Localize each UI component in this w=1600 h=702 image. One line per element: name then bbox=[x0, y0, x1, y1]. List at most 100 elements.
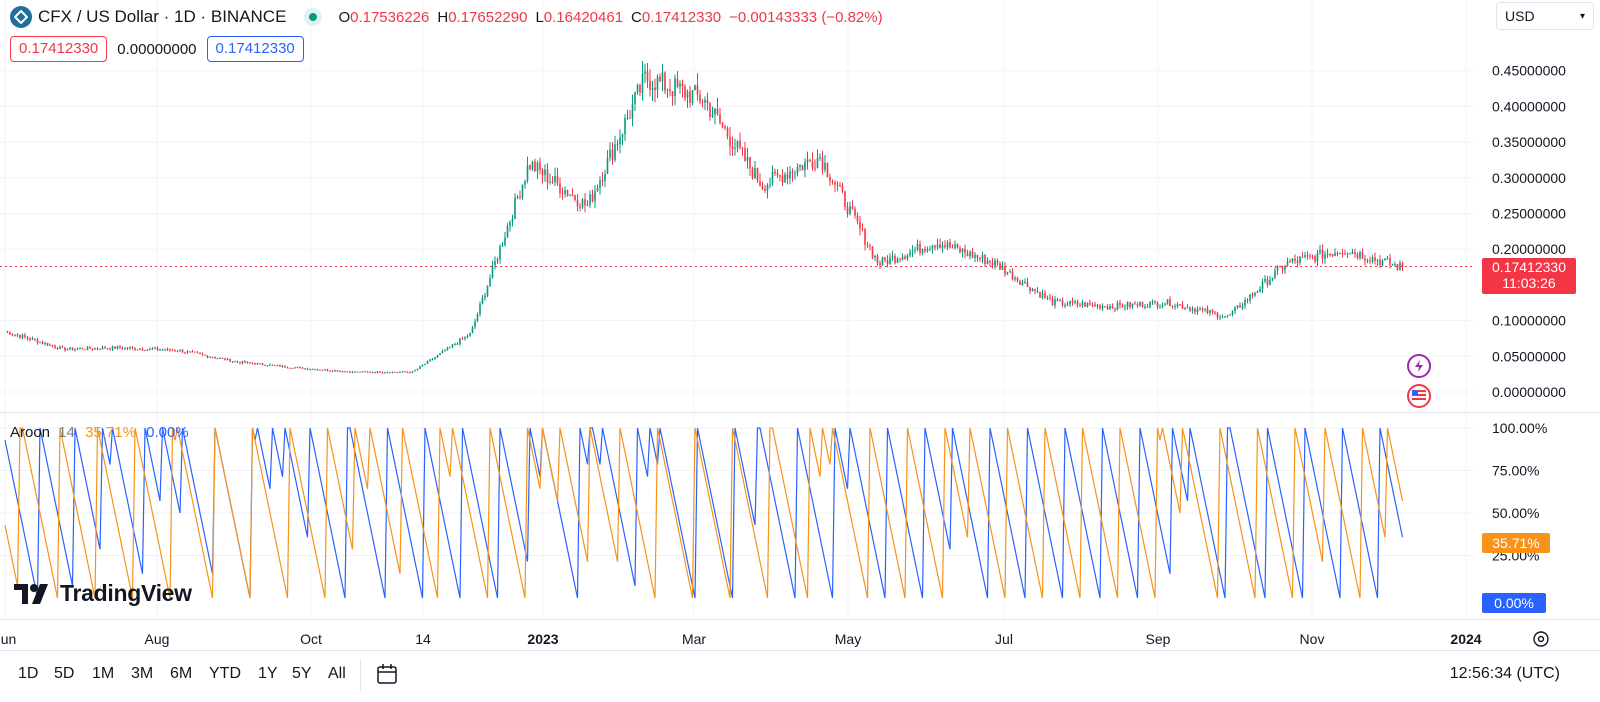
candle-body bbox=[1214, 312, 1216, 314]
candle-body bbox=[591, 194, 594, 202]
candle-body bbox=[776, 173, 779, 176]
candle-body bbox=[1039, 291, 1041, 298]
candle-body bbox=[1181, 304, 1184, 309]
candle-body bbox=[31, 338, 34, 340]
candle-body bbox=[274, 364, 276, 366]
buy-price-box[interactable]: 0.17412330 bbox=[206, 36, 304, 62]
candle-body bbox=[9, 331, 11, 335]
price-tick-label: 0.30000000 bbox=[1492, 170, 1566, 186]
price-tick-label: 0.10000000 bbox=[1492, 313, 1566, 329]
tradingview-logo[interactable]: TradingView bbox=[14, 580, 192, 607]
timeframe-5d[interactable]: 5D bbox=[54, 665, 75, 682]
candle-body bbox=[626, 117, 629, 119]
candle-body bbox=[1059, 300, 1061, 302]
utc-clock[interactable]: 12:56:34 (UTC) bbox=[1449, 665, 1560, 682]
timeframe-1y[interactable]: 1Y bbox=[258, 665, 278, 682]
candle-body bbox=[266, 365, 269, 367]
close-key: C bbox=[631, 8, 642, 26]
candle-body bbox=[396, 372, 399, 374]
candle-body bbox=[391, 371, 394, 373]
candle-body bbox=[1111, 306, 1114, 309]
candle-body bbox=[801, 165, 804, 171]
tradingview-logo-text: TradingView bbox=[60, 580, 192, 606]
candle-body bbox=[1264, 278, 1266, 282]
candle-body bbox=[641, 73, 644, 93]
candle-body bbox=[321, 369, 324, 371]
candle-body bbox=[26, 337, 29, 339]
candle-body bbox=[774, 171, 776, 174]
timeframe-5y[interactable]: 5Y bbox=[292, 665, 312, 682]
candle-body bbox=[81, 348, 84, 350]
candle-body bbox=[894, 256, 896, 263]
candle-body bbox=[1046, 297, 1049, 299]
candle-body bbox=[736, 140, 739, 148]
market-status-icon[interactable] bbox=[304, 8, 323, 26]
candle-body bbox=[1139, 302, 1141, 306]
timeframe-ytd[interactable]: YTD bbox=[209, 665, 241, 682]
candle-body bbox=[219, 357, 221, 359]
current-price-label: 0.17412330 bbox=[1492, 259, 1566, 275]
candle-body bbox=[1379, 259, 1381, 266]
candle-body bbox=[1051, 298, 1054, 306]
candle-body bbox=[694, 85, 696, 91]
chart-canvas[interactable]: 0.45000000 0.40000000 0.35000000 0.30000000… bbox=[0, 0, 1600, 650]
candle-body bbox=[956, 244, 959, 248]
candle-body bbox=[1094, 304, 1096, 307]
symbol-title[interactable]: CFX / US Dollar · 1D · BINANCE bbox=[38, 7, 287, 26]
candle-body bbox=[1356, 254, 1359, 258]
timeframe-3m[interactable]: 3M bbox=[131, 665, 154, 682]
candle-body bbox=[711, 114, 714, 117]
candle-body bbox=[1044, 293, 1046, 298]
candle-body bbox=[766, 184, 769, 191]
timeframe-1m[interactable]: 1M bbox=[92, 665, 115, 682]
candle-body bbox=[961, 248, 964, 253]
candle-body bbox=[366, 371, 369, 373]
candle-body bbox=[496, 259, 499, 262]
date-range-icon[interactable] bbox=[375, 662, 399, 691]
sell-price-box[interactable]: 0.17412330 bbox=[10, 36, 108, 62]
candle-body bbox=[326, 369, 329, 371]
candle-body bbox=[1301, 256, 1304, 258]
candle-body bbox=[1251, 294, 1254, 296]
candle-body bbox=[1341, 253, 1344, 255]
candle-body bbox=[1026, 281, 1029, 288]
us-flag-event-icon[interactable] bbox=[1407, 384, 1431, 408]
candle-body bbox=[759, 181, 761, 187]
time-axis: Jun Aug Oct 14 2023 Mar May Jul Sep Nov 2024 bbox=[0, 631, 1482, 647]
candle-body bbox=[1146, 306, 1149, 308]
candle-body bbox=[411, 371, 414, 373]
candle-body bbox=[94, 348, 96, 350]
candle-body bbox=[489, 277, 491, 286]
candle-body bbox=[831, 181, 834, 183]
candle-body bbox=[794, 173, 796, 175]
candle-body bbox=[376, 371, 379, 373]
timeframe-all[interactable]: All bbox=[328, 665, 346, 682]
candle-body bbox=[146, 349, 149, 351]
candle-body bbox=[686, 91, 689, 98]
candle-body bbox=[381, 372, 384, 374]
aroon-legend[interactable]: Aroon 14 35.71% 0.00% bbox=[10, 424, 189, 441]
settings-gear-icon[interactable] bbox=[1533, 631, 1549, 647]
candle-body bbox=[459, 338, 461, 344]
candle-body bbox=[11, 334, 14, 336]
candle-body bbox=[676, 78, 679, 87]
candle-body bbox=[211, 357, 214, 359]
candle-body bbox=[876, 255, 879, 264]
candle-body bbox=[334, 370, 336, 372]
candle-body bbox=[1296, 260, 1299, 263]
candle-body bbox=[799, 165, 801, 168]
timeframe-6m[interactable]: 6M bbox=[170, 665, 193, 682]
currency-select[interactable]: USD ▾ bbox=[1496, 2, 1594, 30]
candle-body bbox=[1221, 316, 1224, 318]
candle-body bbox=[1134, 303, 1136, 305]
candle-body bbox=[59, 346, 61, 350]
candle-body bbox=[226, 358, 229, 361]
candle-body bbox=[804, 162, 806, 171]
lightning-event-icon[interactable] bbox=[1407, 354, 1431, 378]
candle-body bbox=[1054, 299, 1056, 306]
timeframe-1d[interactable]: 1D bbox=[18, 665, 39, 682]
candle-body bbox=[1239, 305, 1241, 308]
candle-body bbox=[189, 351, 191, 353]
candle-body bbox=[904, 256, 906, 259]
candle-body bbox=[1121, 304, 1124, 308]
